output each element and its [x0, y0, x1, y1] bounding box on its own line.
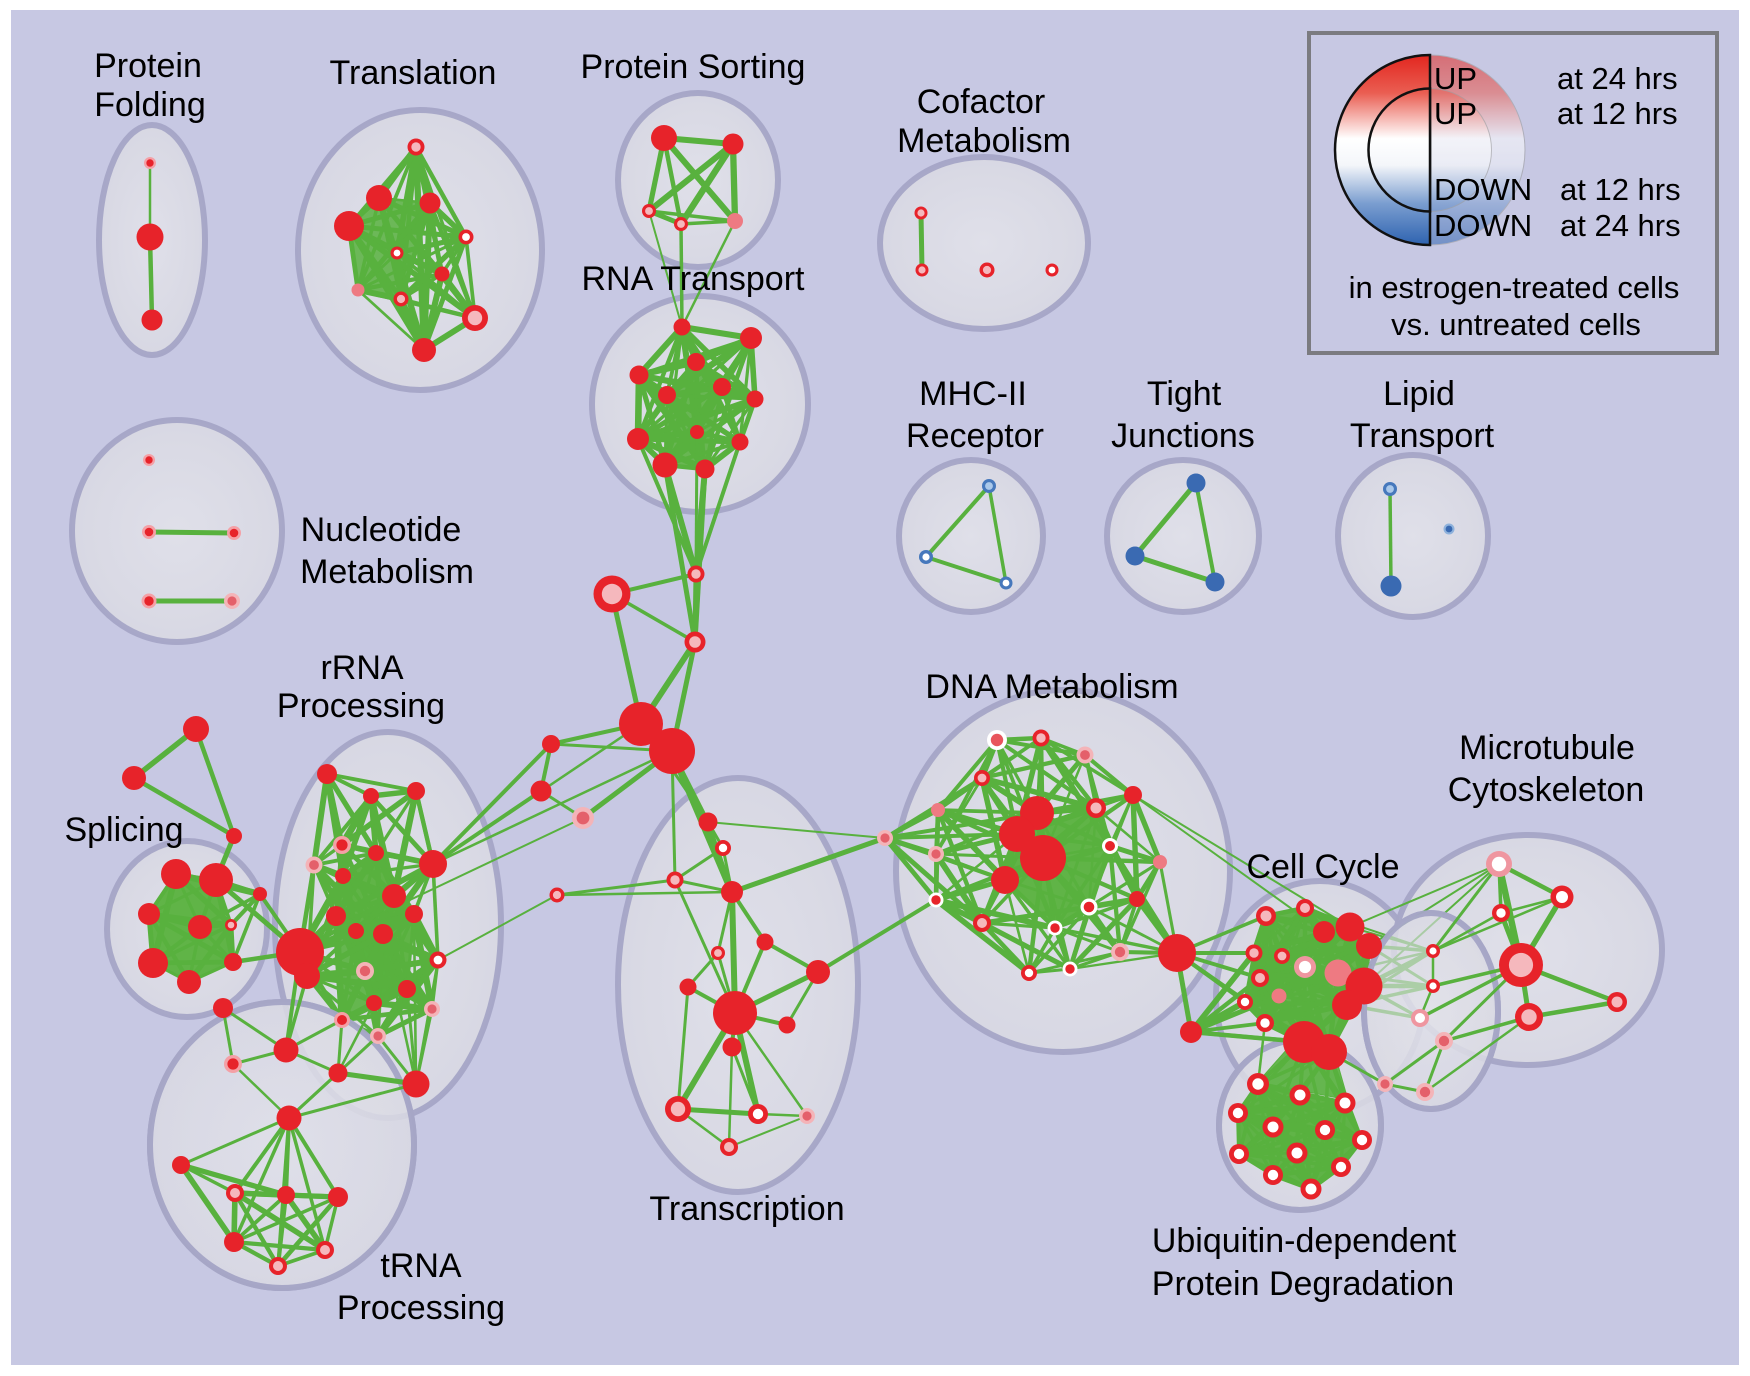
svg-text:Microtubule: Microtubule: [1459, 729, 1635, 767]
svg-text:at 24 hrs: at 24 hrs: [1560, 208, 1681, 243]
svg-text:UP: UP: [1434, 96, 1477, 131]
svg-text:MHC-II: MHC-II: [919, 375, 1027, 413]
svg-text:Cytoskeleton: Cytoskeleton: [1448, 771, 1645, 809]
svg-text:at 12 hrs: at 12 hrs: [1557, 96, 1678, 131]
svg-text:Protein Sorting: Protein Sorting: [581, 48, 806, 86]
svg-text:Transcription: Transcription: [649, 1190, 844, 1228]
svg-text:Cell Cycle: Cell Cycle: [1246, 848, 1399, 886]
svg-text:Nucleotide: Nucleotide: [301, 511, 462, 549]
svg-text:Receptor: Receptor: [906, 417, 1044, 455]
svg-text:RNA Transport: RNA Transport: [582, 260, 806, 298]
svg-text:at 12 hrs: at 12 hrs: [1560, 172, 1681, 207]
svg-text:UP: UP: [1434, 61, 1477, 96]
svg-text:Protein: Protein: [94, 47, 202, 85]
svg-text:Folding: Folding: [94, 86, 206, 124]
svg-text:Processing: Processing: [337, 1289, 505, 1327]
svg-text:vs. untreated cells: vs. untreated cells: [1391, 307, 1641, 342]
svg-text:Metabolism: Metabolism: [897, 122, 1071, 160]
svg-text:Protein Degradation: Protein Degradation: [1152, 1265, 1454, 1303]
svg-text:Ubiquitin-dependent: Ubiquitin-dependent: [1152, 1222, 1457, 1260]
svg-text:DOWN: DOWN: [1434, 208, 1532, 243]
svg-text:Cofactor: Cofactor: [917, 83, 1046, 121]
svg-text:Lipid: Lipid: [1383, 375, 1455, 413]
svg-text:tRNA: tRNA: [380, 1247, 462, 1285]
svg-text:Metabolism: Metabolism: [300, 553, 474, 591]
svg-text:Translation: Translation: [330, 54, 497, 92]
svg-text:Junctions: Junctions: [1111, 417, 1255, 455]
svg-text:rRNA: rRNA: [320, 649, 403, 687]
svg-text:at 24 hrs: at 24 hrs: [1557, 61, 1678, 96]
svg-text:DOWN: DOWN: [1434, 172, 1532, 207]
svg-text:in estrogen-treated cells: in estrogen-treated cells: [1349, 270, 1680, 305]
svg-text:Splicing: Splicing: [64, 811, 183, 849]
svg-text:Processing: Processing: [277, 687, 445, 725]
svg-text:DNA Metabolism: DNA Metabolism: [925, 668, 1178, 706]
svg-text:Transport: Transport: [1350, 417, 1495, 455]
svg-text:Tight: Tight: [1147, 375, 1222, 413]
